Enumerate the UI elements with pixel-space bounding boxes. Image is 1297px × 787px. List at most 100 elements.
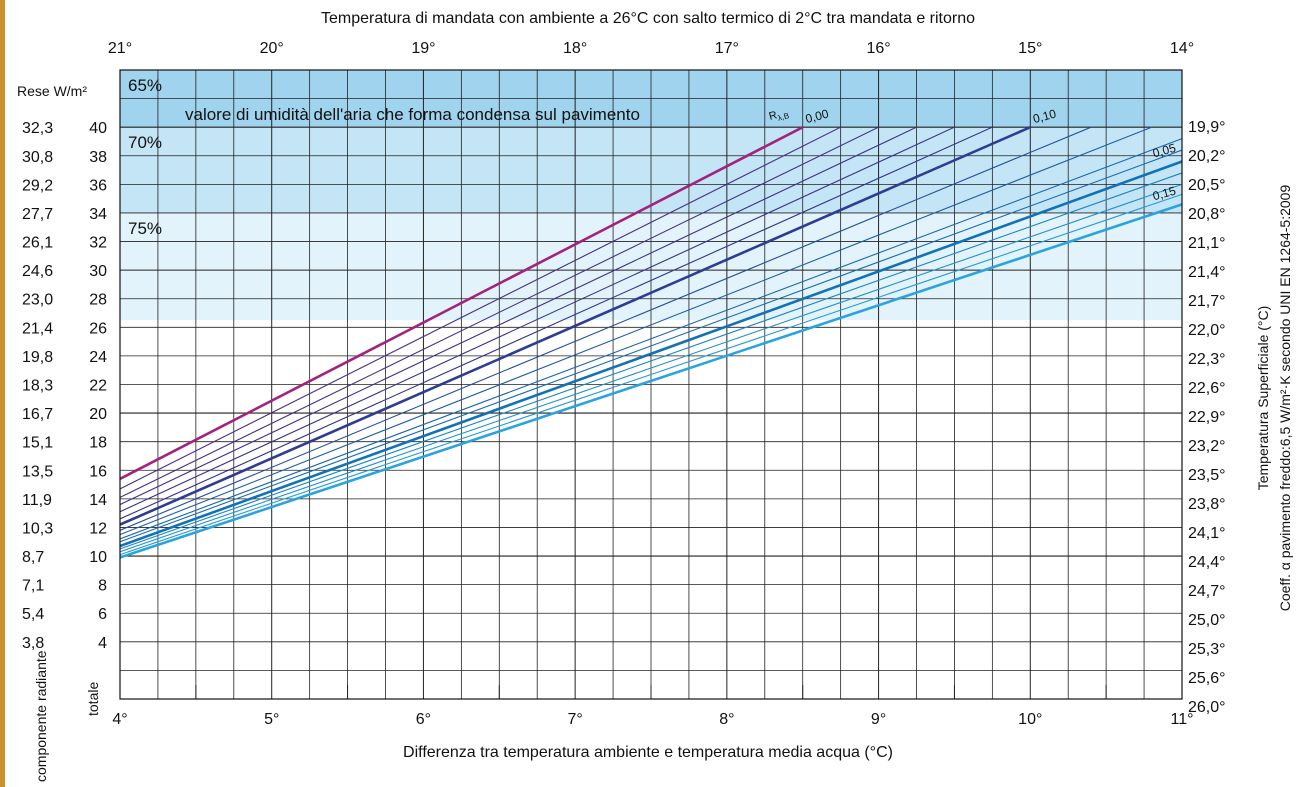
x-tick-label: 11° bbox=[1170, 711, 1193, 728]
y-tick-radiante: 32,3 bbox=[22, 120, 53, 137]
y-tick-totale: 10 bbox=[89, 549, 107, 566]
y-tick-totale: 14 bbox=[89, 492, 107, 509]
series-labels: 0,00 0,10 0,05 0,15 bbox=[804, 106, 1178, 203]
x-tick-label: 9° bbox=[871, 711, 886, 728]
y-tick-radiante: 29,2 bbox=[22, 177, 53, 194]
top-tick-label: 17° bbox=[715, 40, 739, 57]
chart-lines bbox=[119, 125, 1183, 559]
series-line bbox=[119, 203, 1183, 559]
series-line bbox=[119, 126, 1092, 531]
series-line bbox=[119, 125, 1031, 526]
y-tick-surface: 25,6° bbox=[1188, 670, 1226, 687]
x-tick-label: 10° bbox=[1018, 711, 1042, 728]
y-tick-radiante: 10,3 bbox=[22, 520, 53, 537]
y-tick-surface: 21,7° bbox=[1188, 293, 1226, 310]
y-axis-label-left: Rese W/m² bbox=[17, 83, 87, 99]
series-line bbox=[119, 172, 1183, 550]
y-axis-label-far-right: Coeff. α pavimento freddo:6,5 W/m²·K sec… bbox=[1277, 185, 1293, 612]
series-line bbox=[119, 126, 917, 506]
y-tick-surface: 25,0° bbox=[1188, 612, 1226, 629]
x-tick-label: 4° bbox=[112, 711, 127, 728]
humidity-zone-label: 70% bbox=[128, 133, 162, 152]
y-tick-totale: 4 bbox=[98, 635, 107, 652]
y-tick-surface: 24,4° bbox=[1188, 554, 1226, 571]
series-line bbox=[119, 126, 955, 513]
y-tick-totale: 8 bbox=[98, 578, 107, 595]
series-line bbox=[119, 126, 879, 498]
y-tick-totale: 40 bbox=[89, 120, 107, 137]
y-tick-totale: 12 bbox=[89, 520, 107, 537]
y-tick-totale: 18 bbox=[89, 435, 107, 452]
y-tick-radiante: 11,9 bbox=[22, 492, 52, 509]
chart-title: Temperatura di mandata con ambiente a 26… bbox=[321, 10, 975, 27]
y-tick-radiante: 19,8 bbox=[22, 349, 53, 366]
y-tick-totale: 22 bbox=[89, 378, 107, 395]
r-symbol: R bbox=[768, 109, 779, 123]
y-axis-label-right: Temperatura Superficiale (°C) bbox=[1255, 306, 1271, 491]
y-tick-radiante: 3,8 bbox=[22, 635, 44, 652]
y-tick-radiante: 21,4 bbox=[22, 320, 53, 337]
y-tick-radiante: 27,7 bbox=[22, 206, 53, 223]
y-tick-radiante: 30,8 bbox=[22, 149, 53, 166]
top-tick-label: 16° bbox=[866, 40, 890, 57]
y-tick-totale: 26 bbox=[89, 320, 107, 337]
y-tick-totale: 34 bbox=[89, 206, 107, 223]
axis-ticks: 4° 5° 6° 7° 8° 9° 10° 11° 21° 20° 19° 18° 17° 16° 15° 1… bbox=[22, 40, 1226, 728]
y-tick-totale: 38 bbox=[89, 149, 107, 166]
top-tick-label: 14° bbox=[1170, 40, 1194, 57]
y-tick-surface: 24,1° bbox=[1188, 525, 1226, 542]
y-tick-surface: 26,0° bbox=[1188, 699, 1226, 716]
y-tick-totale: 32 bbox=[89, 235, 107, 252]
y-tick-surface: 21,4° bbox=[1188, 264, 1226, 281]
y-tick-radiante: 7,1 bbox=[22, 578, 44, 595]
series-line bbox=[119, 126, 993, 520]
series-line bbox=[119, 183, 1183, 553]
y-tick-radiante: 16,7 bbox=[22, 406, 53, 423]
y-tick-radiante: 5,4 bbox=[22, 606, 44, 623]
y-tick-surface: 22,9° bbox=[1188, 409, 1226, 426]
y-tick-surface: 23,8° bbox=[1188, 496, 1226, 513]
condensation-note: valore di umidità dell'aria che forma co… bbox=[185, 105, 640, 124]
y-tick-totale: 36 bbox=[89, 177, 107, 194]
y-tick-radiante: 24,6 bbox=[22, 263, 53, 280]
top-tick-label: 21° bbox=[108, 40, 132, 57]
y-tick-surface: 20,8° bbox=[1188, 206, 1226, 223]
humidity-zone-label: 75% bbox=[128, 219, 162, 238]
series-line bbox=[119, 126, 841, 490]
y-tick-surface: 23,5° bbox=[1188, 467, 1226, 484]
y-tick-radiante: 18,3 bbox=[22, 378, 53, 395]
series-end-label: 0,10 bbox=[1031, 106, 1057, 126]
col-label-radiante: componente radiante bbox=[33, 650, 49, 782]
y-tick-totale: 16 bbox=[89, 463, 107, 480]
series-line bbox=[119, 138, 1183, 540]
x-tick-label: 8° bbox=[719, 711, 734, 728]
y-tick-surface: 22,3° bbox=[1188, 351, 1226, 368]
y-tick-surface: 20,5° bbox=[1188, 177, 1226, 194]
top-tick-label: 18° bbox=[563, 40, 587, 57]
y-tick-totale: 6 bbox=[98, 606, 107, 623]
top-tick-label: 20° bbox=[260, 40, 284, 57]
y-tick-totale: 24 bbox=[89, 349, 107, 366]
y-tick-totale: 28 bbox=[89, 292, 107, 309]
x-axis-label: Differenza tra temperatura ambiente e te… bbox=[403, 744, 893, 761]
top-tick-label: 19° bbox=[411, 40, 435, 57]
series-line bbox=[119, 149, 1183, 543]
y-tick-radiante: 26,1 bbox=[22, 235, 53, 252]
series-end-label: 0,05 bbox=[1151, 141, 1177, 161]
series-end-label: 0,00 bbox=[804, 106, 830, 126]
y-tick-radiante: 15,1 bbox=[22, 435, 53, 452]
series-line bbox=[119, 193, 1183, 556]
top-tick-label: 15° bbox=[1018, 40, 1042, 57]
y-tick-surface: 23,2° bbox=[1188, 438, 1226, 455]
y-tick-radiante: 23,0 bbox=[22, 292, 53, 309]
y-tick-radiante: 13,5 bbox=[22, 463, 53, 480]
x-tick-label: 6° bbox=[416, 711, 431, 728]
series-end-label: 0,15 bbox=[1151, 184, 1177, 204]
y-tick-surface: 24,7° bbox=[1188, 583, 1226, 600]
r-lambda-label: Rλ,B bbox=[768, 106, 790, 125]
y-tick-surface: 20,2° bbox=[1188, 148, 1226, 165]
y-tick-surface: 21,1° bbox=[1188, 235, 1226, 252]
left-accent-bar bbox=[0, 0, 5, 787]
col-label-totale: totale bbox=[85, 682, 101, 716]
